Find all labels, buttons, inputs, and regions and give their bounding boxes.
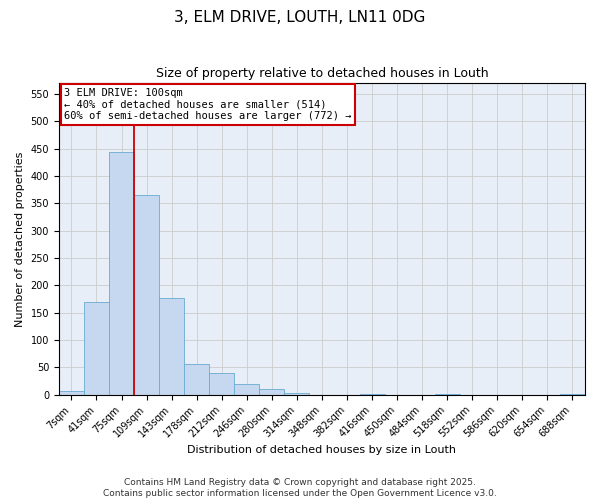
X-axis label: Distribution of detached houses by size in Louth: Distribution of detached houses by size … (187, 445, 457, 455)
Bar (109, 152, 134, 394)
Text: 3 ELM DRIVE: 100sqm
← 40% of detached houses are smaller (514)
60% of semi-detac: 3 ELM DRIVE: 100sqm ← 40% of detached ho… (64, 88, 352, 121)
Bar (59, 391, 84, 394)
Bar (284, 392, 310, 394)
Bar (159, 298, 184, 394)
Bar (209, 374, 234, 394)
Bar (184, 364, 209, 394)
Y-axis label: Number of detached properties: Number of detached properties (15, 151, 25, 326)
Bar (259, 390, 284, 394)
Text: 3, ELM DRIVE, LOUTH, LN11 0DG: 3, ELM DRIVE, LOUTH, LN11 0DG (175, 10, 425, 25)
Bar (234, 384, 259, 394)
Bar (134, 195, 159, 394)
Title: Size of property relative to detached houses in Louth: Size of property relative to detached ho… (155, 68, 488, 80)
Text: Contains HM Land Registry data © Crown copyright and database right 2025.
Contai: Contains HM Land Registry data © Crown c… (103, 478, 497, 498)
Bar (84, 302, 109, 394)
